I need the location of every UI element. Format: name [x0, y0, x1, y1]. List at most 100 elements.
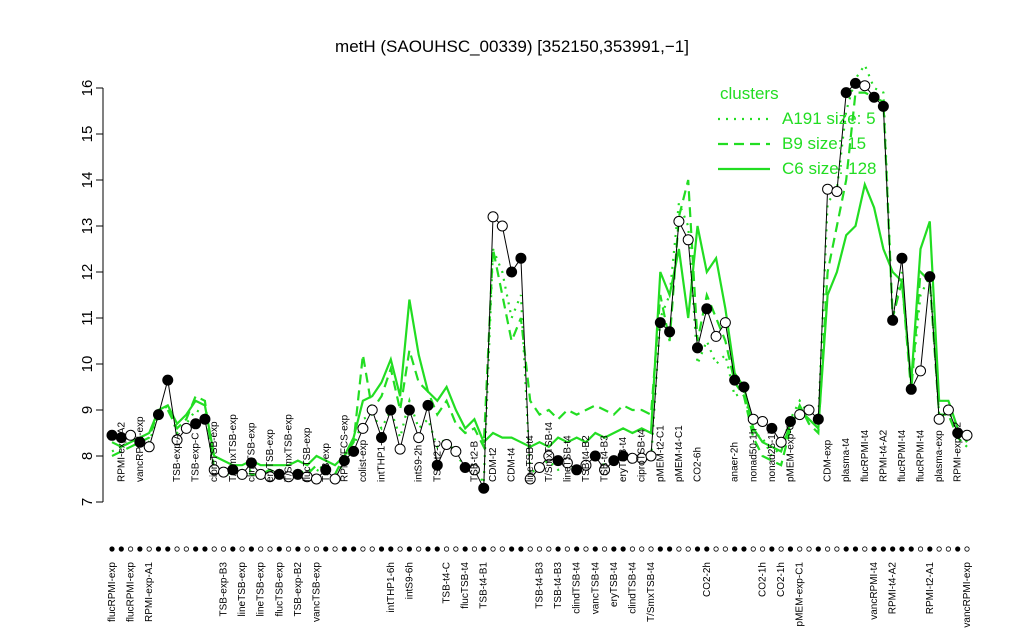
x-tick-label: intTHP1-6h — [386, 562, 397, 613]
data-point — [766, 422, 778, 434]
x-tick-label: TSB-exp-B2 — [293, 562, 304, 617]
y-tick-label: 13 — [79, 218, 96, 235]
sample-dot — [694, 546, 701, 552]
x-tick-label: TSB-exp-C — [191, 433, 202, 482]
sample-dot — [574, 546, 580, 552]
sample-dot — [676, 546, 682, 552]
x-tick-label: flucRPMI-t4 — [897, 429, 908, 482]
data-point — [394, 443, 406, 455]
sample-dot — [341, 546, 347, 552]
x-tick-label: flucRPMI-t4 — [916, 429, 927, 482]
sample-dot — [258, 546, 264, 552]
data-point — [822, 183, 834, 195]
sample-dot — [388, 546, 394, 552]
sample-dot — [536, 546, 543, 552]
x-tick-label: CDM-exp — [823, 439, 834, 482]
sample-dot — [155, 546, 162, 552]
sample-dot — [648, 546, 654, 552]
data-point — [561, 457, 573, 469]
x-tick-label: TSB-t4-B2 — [581, 435, 592, 482]
data-point — [431, 459, 443, 471]
data-point — [385, 404, 397, 416]
x-tick-label: lineTSB-t4 — [562, 435, 573, 482]
x-tick-label: RPMI-exp-A2 — [116, 422, 127, 482]
x-tick-label: eryTSB-t4 — [609, 562, 620, 607]
x-tick-label: TSB-exp-B3 — [219, 562, 230, 617]
data-point — [915, 365, 927, 377]
sample-dot — [964, 546, 970, 552]
data-point — [571, 464, 583, 476]
data-point — [171, 434, 183, 446]
x-tick-label: vancRPMI-t4 — [869, 562, 880, 620]
legend-label: A191 size: 5 — [782, 109, 876, 128]
x-tick-label: RPMI-t4-A2 — [888, 562, 899, 615]
sample-dot — [890, 546, 896, 552]
data-point — [794, 409, 806, 421]
sample-dot — [220, 546, 227, 552]
sample-dot — [276, 546, 282, 552]
x-tick-label: colist-exp — [358, 439, 369, 482]
data-point — [877, 100, 889, 112]
data-point — [310, 473, 322, 485]
data-point — [589, 450, 601, 462]
sample-dot — [471, 546, 478, 552]
data-point — [905, 383, 917, 395]
x-tick-label: lineTSB-exp — [256, 562, 267, 617]
sample-dot — [592, 546, 598, 552]
y-tick-label: 11 — [79, 310, 96, 326]
data-point — [729, 374, 741, 386]
data-point — [803, 404, 815, 416]
x-tick-label: CO2-1h — [758, 562, 769, 597]
sample-dot — [378, 546, 385, 552]
x-tick-label: TSB-t4-C — [442, 562, 453, 604]
data-point — [757, 416, 769, 427]
sample-dot — [360, 546, 366, 552]
sample-dot — [639, 546, 645, 552]
data-point — [868, 91, 880, 103]
x-tick-label: CDM-t2 — [488, 447, 499, 482]
x-tick-label: lineTSB-exp — [237, 562, 248, 617]
x-tick-label: flucRPMI-exp — [126, 562, 137, 622]
data-point — [376, 432, 388, 444]
data-point — [701, 303, 713, 315]
sample-dot — [936, 546, 942, 552]
sample-dot — [137, 546, 143, 552]
x-tick-label: pMEM-t4-C1 — [674, 425, 685, 482]
data-point — [784, 416, 796, 427]
x-tick-label: TSB-t4-B1 — [479, 562, 490, 609]
x-tick-label: pMEM-exp-C1 — [795, 562, 806, 627]
data-point — [162, 374, 174, 386]
x-tick-label: clindTSB-t4 — [627, 562, 638, 614]
data-point — [682, 234, 694, 246]
sample-dot — [555, 546, 561, 552]
data-point — [664, 326, 676, 338]
x-tick-label: intS9-6h — [404, 562, 415, 599]
sample-dot — [193, 546, 199, 552]
sample-dot — [583, 546, 589, 552]
legend-label: B9 size: 15 — [782, 134, 866, 153]
sample-dot — [880, 546, 886, 552]
x-tick-label: RPMI/FCS-exp — [339, 414, 350, 482]
sample-dot — [722, 546, 728, 552]
sample-dot — [611, 546, 617, 552]
x-tick-label: vancRPMI-exp — [135, 416, 146, 482]
data-point — [357, 422, 369, 434]
data-point — [719, 317, 731, 329]
x-tick-label: CO2-6h — [692, 447, 703, 482]
x-tick-label: intTHP1-2h — [377, 431, 388, 482]
data-point — [366, 404, 378, 416]
x-tick-label: TSB-exp — [321, 443, 332, 482]
x-tick-label: TSB-t2-C — [432, 440, 443, 482]
sample-dot — [443, 546, 450, 552]
sample-dot — [425, 546, 431, 552]
data-point — [413, 432, 425, 444]
sample-dot — [304, 546, 310, 552]
data-point — [645, 450, 657, 462]
data-point — [887, 314, 899, 326]
sample-dot — [323, 546, 329, 552]
y-tick-label: 10 — [79, 356, 96, 373]
x-tick-label: CO2-1h — [776, 562, 787, 597]
sample-dot — [499, 546, 505, 552]
data-point — [775, 436, 787, 448]
sample-dot — [824, 546, 831, 552]
